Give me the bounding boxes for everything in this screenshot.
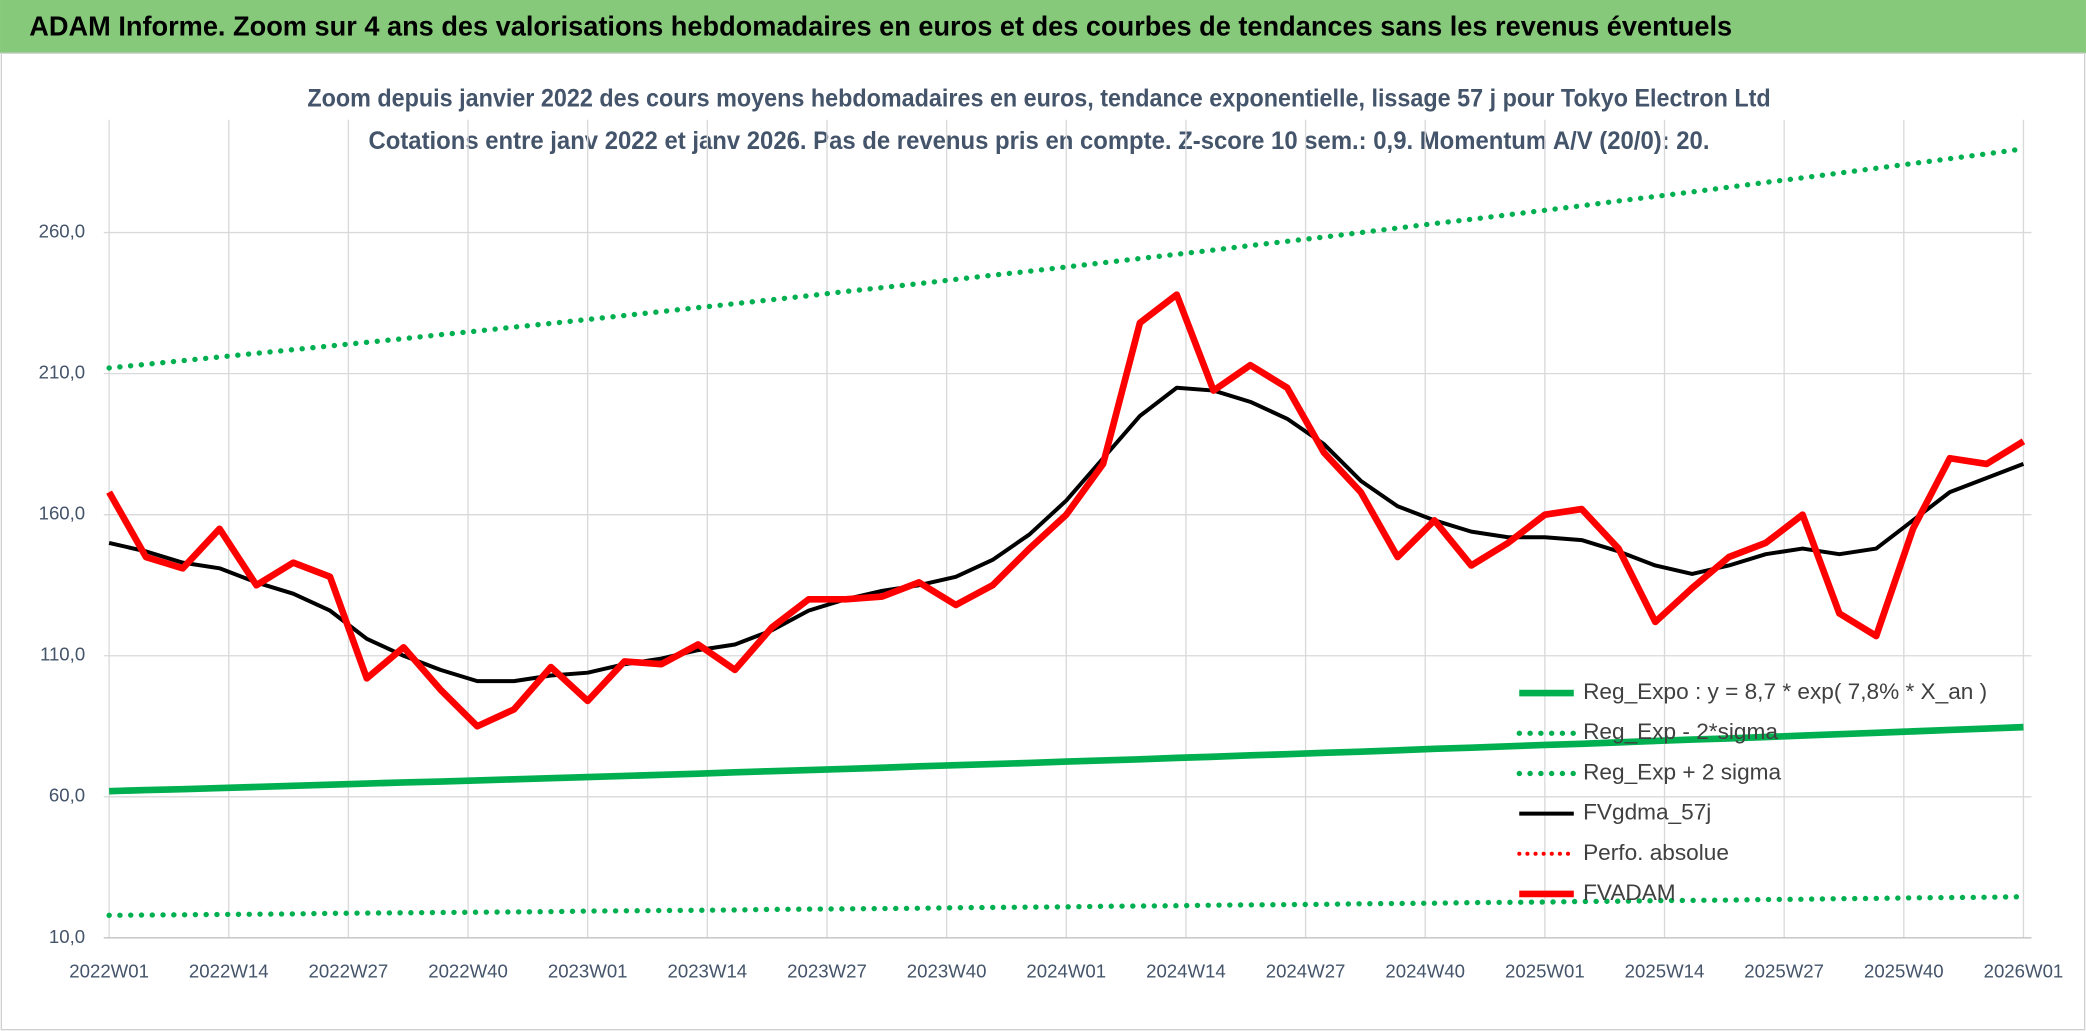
x-tick-label: 2022W14 <box>189 960 269 981</box>
plot <box>106 146 2027 918</box>
x-tick-label: 2022W40 <box>428 960 508 981</box>
x-tick-label: 2024W14 <box>1146 960 1226 981</box>
chart-frame <box>0 52 2086 1031</box>
legend-label: Reg_Exp - 2*sigma <box>1583 719 1778 744</box>
x-tick-label: 2023W40 <box>907 960 987 981</box>
series-line <box>106 894 2027 918</box>
x-tick-label: 2025W40 <box>1864 960 1944 981</box>
series-line <box>108 385 2025 684</box>
x-tick-label: 2025W27 <box>1744 960 1824 981</box>
x-tick-label: 2024W40 <box>1385 960 1465 981</box>
y-tick-label: 260,0 <box>39 220 86 241</box>
x-tick-label: 2023W27 <box>787 960 867 981</box>
series-line <box>109 723 2024 795</box>
page-title: ADAM Informe. Zoom sur 4 ans des valoris… <box>29 10 1732 41</box>
x-tick-label: 2026W01 <box>1984 960 2064 981</box>
x-tick-label: 2022W27 <box>309 960 389 981</box>
y-tick-label: 10,0 <box>49 926 85 947</box>
grid: 10,0 60,0 110,0 160,0 210,0 260,0 2022W01 2022W… <box>39 119 2064 981</box>
header-bar <box>0 0 2086 54</box>
y-tick-label: 110,0 <box>40 644 85 665</box>
chart-subtitle: Cotations entre janv 2022 et janv 2026. … <box>369 127 1710 155</box>
series-line <box>106 291 2026 730</box>
legend-label: FVADAM <box>1583 880 1676 905</box>
x-tick-label: 2025W01 <box>1505 960 1585 981</box>
x-tick-label: 2024W27 <box>1266 960 1346 981</box>
x-tick-label: 2023W14 <box>668 960 748 981</box>
legend-label: Reg_Expo : y = 8,7 * exp( 7,8% * X_an ) <box>1583 679 1987 704</box>
legend-label: Reg_Exp + 2 sigma <box>1583 759 1781 784</box>
legend: Reg_Expo : y = 8,7 * exp( 7,8% * X_an ) R… <box>1516 679 1987 905</box>
y-tick-label: 210,0 <box>39 362 86 383</box>
x-tick-label: 2024W01 <box>1026 960 1106 981</box>
x-tick-label: 2022W01 <box>69 960 149 981</box>
series-line <box>106 146 2027 371</box>
legend-label: Perfo. absolue <box>1583 840 1729 865</box>
y-tick-label: 60,0 <box>49 785 85 806</box>
chart-subtitle: Zoom depuis janvier 2022 des cours moyen… <box>307 84 1770 112</box>
x-tick-label: 2023W01 <box>548 960 628 981</box>
x-tick-label: 2025W14 <box>1625 960 1705 981</box>
legend-label: FVgdma_57j <box>1583 800 1711 825</box>
y-tick-label: 160,0 <box>39 503 86 524</box>
